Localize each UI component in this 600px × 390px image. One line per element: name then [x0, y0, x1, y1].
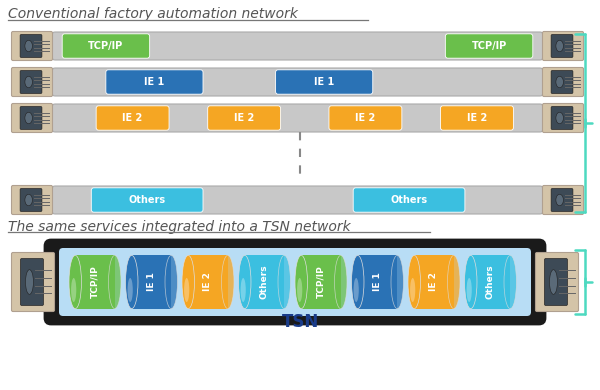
- Ellipse shape: [25, 40, 32, 52]
- Ellipse shape: [335, 255, 347, 308]
- FancyBboxPatch shape: [91, 188, 203, 212]
- Text: IE 1: IE 1: [314, 77, 334, 87]
- Ellipse shape: [69, 255, 82, 308]
- FancyBboxPatch shape: [188, 255, 228, 308]
- Ellipse shape: [353, 278, 359, 302]
- FancyBboxPatch shape: [75, 255, 115, 308]
- Ellipse shape: [297, 278, 302, 302]
- FancyBboxPatch shape: [20, 259, 43, 305]
- Text: TCP/IP: TCP/IP: [88, 41, 124, 51]
- FancyBboxPatch shape: [275, 70, 373, 94]
- FancyBboxPatch shape: [20, 35, 42, 57]
- Text: IE 2: IE 2: [203, 273, 212, 291]
- Ellipse shape: [352, 255, 364, 308]
- Ellipse shape: [556, 76, 563, 88]
- FancyBboxPatch shape: [551, 189, 573, 211]
- FancyBboxPatch shape: [551, 71, 573, 93]
- Ellipse shape: [464, 255, 477, 308]
- FancyBboxPatch shape: [52, 68, 543, 96]
- FancyBboxPatch shape: [106, 70, 203, 94]
- FancyBboxPatch shape: [11, 186, 53, 214]
- Ellipse shape: [125, 255, 138, 308]
- Ellipse shape: [239, 255, 251, 308]
- FancyBboxPatch shape: [62, 34, 149, 58]
- Ellipse shape: [221, 255, 234, 308]
- FancyBboxPatch shape: [542, 103, 583, 133]
- Ellipse shape: [25, 194, 32, 206]
- Text: Others: Others: [260, 265, 269, 299]
- Ellipse shape: [556, 194, 563, 206]
- Text: TCP/IP: TCP/IP: [472, 41, 507, 51]
- FancyBboxPatch shape: [471, 255, 510, 308]
- Text: IE 2: IE 2: [467, 113, 487, 123]
- Ellipse shape: [25, 76, 32, 88]
- FancyBboxPatch shape: [59, 248, 531, 316]
- Ellipse shape: [391, 255, 403, 308]
- FancyBboxPatch shape: [11, 103, 53, 133]
- Text: IE 2: IE 2: [355, 113, 376, 123]
- Ellipse shape: [128, 278, 133, 302]
- FancyBboxPatch shape: [245, 255, 284, 308]
- Ellipse shape: [408, 255, 421, 308]
- FancyBboxPatch shape: [20, 71, 42, 93]
- FancyBboxPatch shape: [208, 106, 281, 130]
- Ellipse shape: [109, 255, 121, 308]
- Ellipse shape: [504, 255, 517, 308]
- Ellipse shape: [410, 278, 415, 302]
- FancyBboxPatch shape: [542, 67, 583, 96]
- FancyBboxPatch shape: [132, 255, 171, 308]
- Text: IE 2: IE 2: [430, 273, 439, 291]
- FancyBboxPatch shape: [11, 252, 55, 312]
- FancyBboxPatch shape: [440, 106, 514, 130]
- FancyBboxPatch shape: [353, 188, 465, 212]
- FancyBboxPatch shape: [20, 189, 42, 211]
- Text: TSN: TSN: [281, 313, 319, 331]
- Text: TCP/IP: TCP/IP: [91, 266, 100, 298]
- FancyBboxPatch shape: [11, 32, 53, 60]
- FancyBboxPatch shape: [11, 67, 53, 96]
- FancyBboxPatch shape: [301, 255, 341, 308]
- Text: IE 1: IE 1: [145, 77, 164, 87]
- FancyBboxPatch shape: [536, 252, 578, 312]
- Ellipse shape: [241, 278, 246, 302]
- Ellipse shape: [448, 255, 460, 308]
- FancyBboxPatch shape: [52, 186, 543, 214]
- FancyBboxPatch shape: [551, 106, 573, 129]
- Ellipse shape: [556, 40, 563, 52]
- Ellipse shape: [25, 112, 32, 124]
- FancyBboxPatch shape: [542, 186, 583, 214]
- FancyBboxPatch shape: [329, 106, 402, 130]
- Text: IE 2: IE 2: [122, 113, 143, 123]
- FancyBboxPatch shape: [542, 32, 583, 60]
- Text: IE 1: IE 1: [373, 273, 382, 291]
- Text: The same services integrated into a TSN network: The same services integrated into a TSN …: [8, 220, 350, 234]
- Ellipse shape: [295, 255, 307, 308]
- Ellipse shape: [71, 278, 76, 302]
- FancyBboxPatch shape: [45, 240, 545, 324]
- Text: Others: Others: [391, 195, 428, 205]
- Ellipse shape: [278, 255, 290, 308]
- Text: IE 1: IE 1: [147, 273, 156, 291]
- Text: Others: Others: [128, 195, 166, 205]
- Text: TCP/IP: TCP/IP: [316, 266, 325, 298]
- Ellipse shape: [165, 255, 178, 308]
- Ellipse shape: [556, 112, 563, 124]
- FancyBboxPatch shape: [52, 32, 543, 60]
- Ellipse shape: [184, 278, 189, 302]
- Text: Conventional factory automation network: Conventional factory automation network: [8, 7, 298, 21]
- FancyBboxPatch shape: [414, 255, 454, 308]
- FancyBboxPatch shape: [96, 106, 169, 130]
- FancyBboxPatch shape: [545, 259, 568, 305]
- FancyBboxPatch shape: [445, 34, 533, 58]
- FancyBboxPatch shape: [52, 104, 543, 132]
- Ellipse shape: [467, 278, 472, 302]
- Ellipse shape: [26, 269, 34, 294]
- FancyBboxPatch shape: [358, 255, 397, 308]
- Text: IE 2: IE 2: [234, 113, 254, 123]
- Text: Others: Others: [486, 265, 495, 299]
- Ellipse shape: [550, 269, 557, 294]
- FancyBboxPatch shape: [20, 106, 42, 129]
- FancyBboxPatch shape: [551, 35, 573, 57]
- Ellipse shape: [182, 255, 194, 308]
